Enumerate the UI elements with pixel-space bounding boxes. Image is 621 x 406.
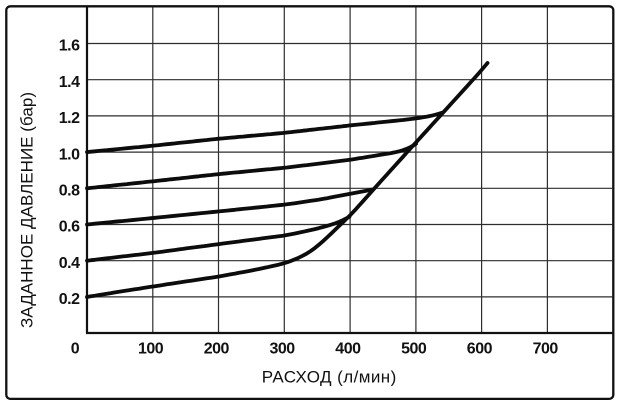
svg-text:200: 200 [204,341,230,358]
svg-text:0.2: 0.2 [59,291,80,308]
svg-text:0: 0 [71,341,80,358]
svg-text:1.6: 1.6 [59,38,80,55]
svg-text:ЗАДАННОЕ ДАВЛЕНИЕ (бар): ЗАДАННОЕ ДАВЛЕНИЕ (бар) [18,92,37,328]
svg-text:0.8: 0.8 [59,183,80,200]
svg-text:600: 600 [467,341,493,358]
svg-text:0.6: 0.6 [59,219,80,236]
svg-text:1.2: 1.2 [59,110,80,127]
svg-text:400: 400 [335,341,361,358]
svg-text:700: 700 [533,341,559,358]
svg-text:300: 300 [269,341,295,358]
svg-text:1.0: 1.0 [59,146,80,163]
svg-text:1.4: 1.4 [59,74,80,91]
svg-text:100: 100 [138,341,164,358]
svg-text:РАСХОД (л/мин): РАСХОД (л/мин) [262,368,397,387]
svg-text:0.4: 0.4 [59,255,80,272]
svg-text:500: 500 [401,341,427,358]
